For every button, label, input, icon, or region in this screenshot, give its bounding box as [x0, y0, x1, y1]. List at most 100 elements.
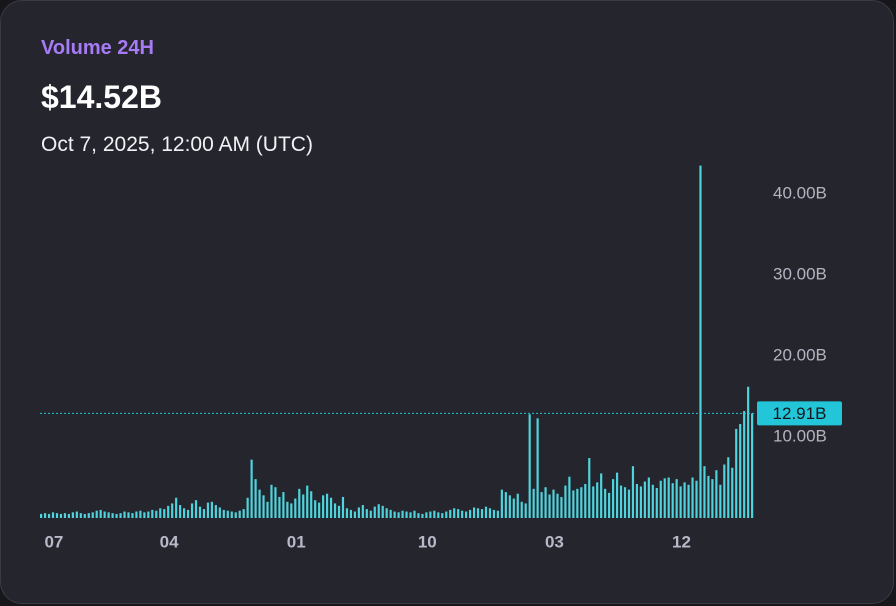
bar	[465, 511, 468, 518]
bar	[401, 510, 404, 518]
bar	[250, 459, 253, 518]
bar	[743, 411, 746, 518]
bar	[715, 470, 718, 518]
bar	[242, 509, 245, 518]
bar	[647, 477, 650, 518]
bar	[528, 414, 531, 518]
bar	[59, 513, 63, 518]
bar	[179, 505, 182, 518]
bar	[318, 502, 321, 518]
bar	[397, 512, 400, 518]
bar	[457, 509, 460, 518]
bar	[266, 501, 269, 518]
bar	[139, 510, 142, 518]
bar	[604, 488, 607, 518]
x-tick-label: 07	[44, 532, 63, 551]
bar	[608, 492, 611, 518]
bar	[532, 488, 535, 518]
bar	[691, 477, 694, 518]
bar	[731, 467, 734, 518]
y-tick-label: 20.00B	[773, 345, 827, 364]
bar	[290, 503, 293, 518]
bar	[147, 511, 150, 518]
bar	[584, 483, 587, 518]
bar	[99, 509, 102, 518]
bar	[163, 509, 166, 518]
bar	[453, 508, 456, 518]
bar	[87, 513, 90, 518]
bar	[552, 489, 555, 518]
bar	[111, 513, 114, 518]
bar	[524, 503, 527, 518]
bar	[155, 510, 158, 518]
bar	[687, 484, 690, 518]
headline-value: $14.52B	[41, 79, 162, 115]
bar	[345, 508, 349, 518]
bar	[413, 510, 416, 518]
bar	[262, 495, 265, 518]
bar	[127, 512, 130, 518]
bar	[222, 509, 225, 518]
bar	[83, 513, 86, 518]
bar	[230, 511, 233, 518]
bar	[747, 386, 750, 518]
x-tick-label: 10	[418, 532, 437, 551]
bar	[600, 473, 603, 518]
bar	[63, 513, 67, 518]
bar	[75, 511, 78, 518]
bar	[564, 485, 567, 518]
bar	[119, 513, 122, 518]
bar	[707, 475, 710, 518]
bar	[67, 513, 70, 518]
bar	[612, 479, 615, 518]
bar	[298, 488, 301, 518]
bar	[131, 513, 134, 518]
date: Oct 7, 2025, 12:00 AM (UTC)	[41, 133, 313, 156]
bar	[472, 507, 476, 518]
bar	[675, 479, 678, 518]
bar	[385, 508, 388, 518]
y-tick-label: 10.00B	[773, 426, 827, 445]
bar	[357, 507, 360, 518]
bar	[417, 513, 420, 518]
bar	[619, 485, 623, 518]
bar	[560, 496, 563, 518]
bar	[544, 487, 547, 518]
bar	[615, 472, 619, 518]
bar	[123, 511, 126, 518]
bar	[536, 418, 539, 518]
bar	[159, 508, 162, 518]
bar	[40, 513, 43, 518]
bar	[91, 512, 94, 518]
bar	[186, 509, 190, 518]
bar	[655, 488, 658, 518]
bar	[699, 165, 702, 518]
last-value-box	[757, 401, 842, 426]
bar	[389, 509, 392, 518]
x-tick-label: 04	[160, 532, 179, 551]
bar	[286, 501, 289, 518]
y-tick-label: 40.00B	[773, 183, 827, 202]
bar	[540, 492, 543, 518]
bar	[695, 480, 698, 518]
bar	[492, 509, 496, 518]
bar	[51, 512, 55, 518]
bar	[667, 477, 670, 518]
bar	[322, 495, 325, 518]
bar	[679, 486, 682, 518]
bar	[43, 513, 47, 518]
bar	[425, 512, 428, 518]
bar	[711, 479, 714, 518]
bar	[314, 500, 317, 518]
bar	[719, 484, 722, 518]
bar	[107, 512, 110, 518]
bar	[151, 509, 154, 518]
bar	[548, 494, 551, 518]
bar	[635, 483, 639, 518]
bar	[274, 487, 277, 518]
x-tick-label: 12	[672, 532, 691, 551]
last-value-label: 12.91B	[773, 404, 827, 423]
bar	[671, 483, 674, 518]
